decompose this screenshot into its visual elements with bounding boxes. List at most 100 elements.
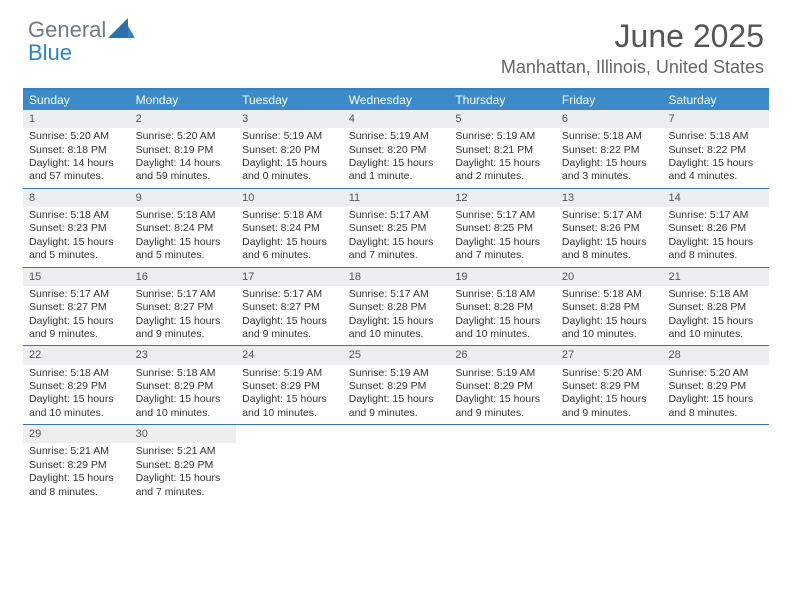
cell-body: Sunrise: 5:19 AMSunset: 8:20 PMDaylight:… xyxy=(343,128,450,188)
calendar-cell: 13Sunrise: 5:17 AMSunset: 8:26 PMDayligh… xyxy=(556,189,663,267)
cell-body: Sunrise: 5:18 AMSunset: 8:28 PMDaylight:… xyxy=(556,286,663,346)
cell-body: Sunrise: 5:17 AMSunset: 8:25 PMDaylight:… xyxy=(449,207,556,267)
cell-body: Sunrise: 5:20 AMSunset: 8:29 PMDaylight:… xyxy=(556,365,663,425)
daylight-line: Daylight: 15 hours and 10 minutes. xyxy=(668,315,763,342)
calendar: Sunday Monday Tuesday Wednesday Thursday… xyxy=(23,88,769,503)
daylight-line: Daylight: 15 hours and 3 minutes. xyxy=(562,157,657,184)
calendar-cell: 1Sunrise: 5:20 AMSunset: 8:18 PMDaylight… xyxy=(23,110,130,188)
day-number: 11 xyxy=(343,189,450,207)
day-number: 27 xyxy=(556,346,663,364)
cell-body: Sunrise: 5:18 AMSunset: 8:28 PMDaylight:… xyxy=(449,286,556,346)
sunrise-line: Sunrise: 5:17 AM xyxy=(349,288,444,301)
calendar-cell: 30Sunrise: 5:21 AMSunset: 8:29 PMDayligh… xyxy=(130,425,237,503)
sunset-line: Sunset: 8:20 PM xyxy=(349,144,444,157)
dayheader-fri: Friday xyxy=(556,90,663,110)
calendar-week: 1Sunrise: 5:20 AMSunset: 8:18 PMDaylight… xyxy=(23,110,769,189)
daylight-line: Daylight: 15 hours and 8 minutes. xyxy=(562,236,657,263)
sunset-line: Sunset: 8:29 PM xyxy=(29,459,124,472)
day-number: 1 xyxy=(23,110,130,128)
sunset-line: Sunset: 8:29 PM xyxy=(242,380,337,393)
sunset-line: Sunset: 8:21 PM xyxy=(455,144,550,157)
calendar-week: 15Sunrise: 5:17 AMSunset: 8:27 PMDayligh… xyxy=(23,268,769,347)
cell-body: Sunrise: 5:19 AMSunset: 8:29 PMDaylight:… xyxy=(236,365,343,425)
sunrise-line: Sunrise: 5:19 AM xyxy=(455,130,550,143)
cell-body: Sunrise: 5:21 AMSunset: 8:29 PMDaylight:… xyxy=(23,443,130,503)
day-number: 7 xyxy=(662,110,769,128)
calendar-cell: 7Sunrise: 5:18 AMSunset: 8:22 PMDaylight… xyxy=(662,110,769,188)
sunrise-line: Sunrise: 5:18 AM xyxy=(455,288,550,301)
sunrise-line: Sunrise: 5:19 AM xyxy=(455,367,550,380)
day-number: 26 xyxy=(449,346,556,364)
sunset-line: Sunset: 8:29 PM xyxy=(668,380,763,393)
sunset-line: Sunset: 8:27 PM xyxy=(29,301,124,314)
day-number: 5 xyxy=(449,110,556,128)
calendar-cell: 23Sunrise: 5:18 AMSunset: 8:29 PMDayligh… xyxy=(130,346,237,424)
calendar-cell: 16Sunrise: 5:17 AMSunset: 8:27 PMDayligh… xyxy=(130,268,237,346)
sunrise-line: Sunrise: 5:20 AM xyxy=(136,130,231,143)
daylight-line: Daylight: 15 hours and 8 minutes. xyxy=(29,472,124,499)
cell-body: Sunrise: 5:17 AMSunset: 8:27 PMDaylight:… xyxy=(130,286,237,346)
cell-body: Sunrise: 5:17 AMSunset: 8:28 PMDaylight:… xyxy=(343,286,450,346)
daylight-line: Daylight: 15 hours and 10 minutes. xyxy=(29,393,124,420)
day-number: 20 xyxy=(556,268,663,286)
day-number: 12 xyxy=(449,189,556,207)
daylight-line: Daylight: 15 hours and 10 minutes. xyxy=(349,315,444,342)
calendar-cell: 26Sunrise: 5:19 AMSunset: 8:29 PMDayligh… xyxy=(449,346,556,424)
daylight-line: Daylight: 15 hours and 9 minutes. xyxy=(562,393,657,420)
sunset-line: Sunset: 8:26 PM xyxy=(562,222,657,235)
calendar-cell xyxy=(662,425,769,503)
sunrise-line: Sunrise: 5:21 AM xyxy=(136,445,231,458)
sunset-line: Sunset: 8:29 PM xyxy=(455,380,550,393)
sunset-line: Sunset: 8:28 PM xyxy=(455,301,550,314)
cell-body: Sunrise: 5:17 AMSunset: 8:27 PMDaylight:… xyxy=(23,286,130,346)
daylight-line: Daylight: 14 hours and 59 minutes. xyxy=(136,157,231,184)
daylight-line: Daylight: 15 hours and 9 minutes. xyxy=(29,315,124,342)
calendar-cell: 25Sunrise: 5:19 AMSunset: 8:29 PMDayligh… xyxy=(343,346,450,424)
calendar-body: 1Sunrise: 5:20 AMSunset: 8:18 PMDaylight… xyxy=(23,110,769,503)
day-number: 14 xyxy=(662,189,769,207)
daylight-line: Daylight: 15 hours and 10 minutes. xyxy=(455,315,550,342)
calendar-cell: 18Sunrise: 5:17 AMSunset: 8:28 PMDayligh… xyxy=(343,268,450,346)
cell-body: Sunrise: 5:18 AMSunset: 8:29 PMDaylight:… xyxy=(130,365,237,425)
sunset-line: Sunset: 8:29 PM xyxy=(29,380,124,393)
cell-body: Sunrise: 5:18 AMSunset: 8:28 PMDaylight:… xyxy=(662,286,769,346)
day-number: 19 xyxy=(449,268,556,286)
day-number: 30 xyxy=(130,425,237,443)
calendar-cell: 24Sunrise: 5:19 AMSunset: 8:29 PMDayligh… xyxy=(236,346,343,424)
sunrise-line: Sunrise: 5:18 AM xyxy=(29,367,124,380)
sunset-line: Sunset: 8:26 PM xyxy=(668,222,763,235)
sunrise-line: Sunrise: 5:19 AM xyxy=(349,130,444,143)
daylight-line: Daylight: 15 hours and 0 minutes. xyxy=(242,157,337,184)
dayheader-sat: Saturday xyxy=(662,90,769,110)
sunrise-line: Sunrise: 5:18 AM xyxy=(668,130,763,143)
calendar-cell: 10Sunrise: 5:18 AMSunset: 8:24 PMDayligh… xyxy=(236,189,343,267)
calendar-cell: 15Sunrise: 5:17 AMSunset: 8:27 PMDayligh… xyxy=(23,268,130,346)
day-number: 15 xyxy=(23,268,130,286)
day-number: 28 xyxy=(662,346,769,364)
daylight-line: Daylight: 15 hours and 9 minutes. xyxy=(136,315,231,342)
calendar-cell xyxy=(556,425,663,503)
title-block: June 2025 Manhattan, Illinois, United St… xyxy=(501,18,764,78)
calendar-cell: 28Sunrise: 5:20 AMSunset: 8:29 PMDayligh… xyxy=(662,346,769,424)
sail-icon xyxy=(108,18,136,45)
sunrise-line: Sunrise: 5:20 AM xyxy=(562,367,657,380)
day-number: 23 xyxy=(130,346,237,364)
day-number: 3 xyxy=(236,110,343,128)
daylight-line: Daylight: 15 hours and 5 minutes. xyxy=(29,236,124,263)
calendar-cell: 9Sunrise: 5:18 AMSunset: 8:24 PMDaylight… xyxy=(130,189,237,267)
cell-body: Sunrise: 5:19 AMSunset: 8:21 PMDaylight:… xyxy=(449,128,556,188)
day-number: 24 xyxy=(236,346,343,364)
sunset-line: Sunset: 8:25 PM xyxy=(455,222,550,235)
sunset-line: Sunset: 8:27 PM xyxy=(136,301,231,314)
sunset-line: Sunset: 8:19 PM xyxy=(136,144,231,157)
sunset-line: Sunset: 8:28 PM xyxy=(562,301,657,314)
dayheader-tue: Tuesday xyxy=(236,90,343,110)
sunset-line: Sunset: 8:29 PM xyxy=(136,459,231,472)
calendar-cell: 2Sunrise: 5:20 AMSunset: 8:19 PMDaylight… xyxy=(130,110,237,188)
calendar-cell: 5Sunrise: 5:19 AMSunset: 8:21 PMDaylight… xyxy=(449,110,556,188)
sunset-line: Sunset: 8:29 PM xyxy=(562,380,657,393)
sunset-line: Sunset: 8:24 PM xyxy=(242,222,337,235)
calendar-cell: 4Sunrise: 5:19 AMSunset: 8:20 PMDaylight… xyxy=(343,110,450,188)
cell-body: Sunrise: 5:18 AMSunset: 8:29 PMDaylight:… xyxy=(23,365,130,425)
cell-body: Sunrise: 5:18 AMSunset: 8:22 PMDaylight:… xyxy=(662,128,769,188)
